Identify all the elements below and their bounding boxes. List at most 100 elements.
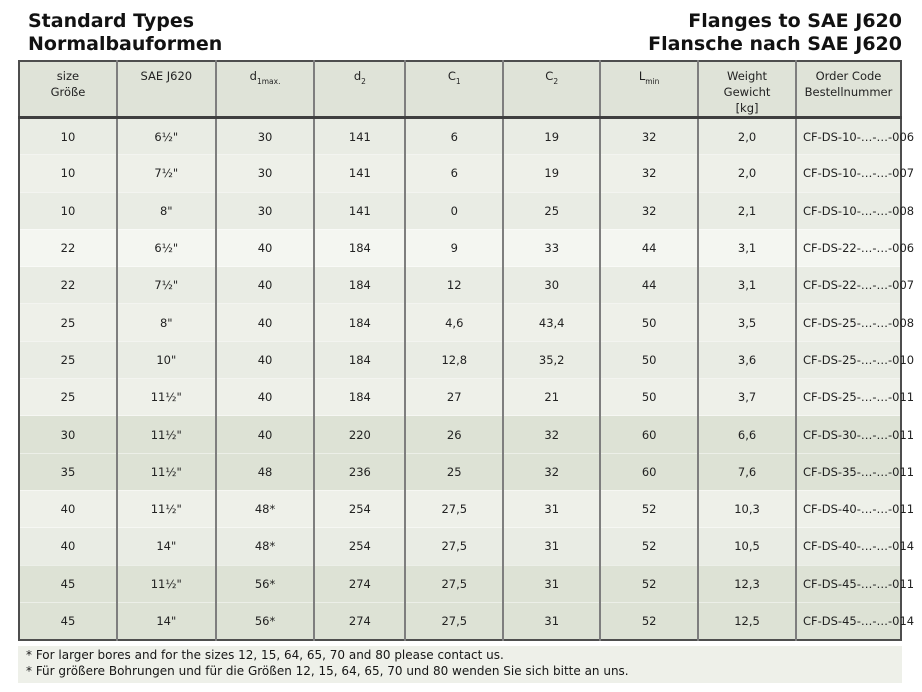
cell-c1: 4,6 xyxy=(404,303,504,342)
cell-order-code: CF-DS-35-…-…-011 xyxy=(794,452,914,491)
cell-lmin: 44 xyxy=(599,228,699,267)
cell-weight: 3,7 xyxy=(697,378,796,416)
col-header-d2-base: d xyxy=(353,69,362,83)
cell-weight: 6,6 xyxy=(697,415,796,454)
cell-c1: 0 xyxy=(404,191,504,230)
cell-d2: 254 xyxy=(313,527,406,566)
title-right: Flanges to SAE J620 Flansche nach SAE J6… xyxy=(648,10,902,56)
cell-c2: 30 xyxy=(502,266,601,304)
cell-d1max: 40 xyxy=(214,228,315,267)
cell-c1: 27,5 xyxy=(404,601,504,640)
cell-c1: 27,5 xyxy=(404,489,504,528)
cell-lmin: 32 xyxy=(599,117,699,155)
cell-order-code: CF-DS-45-…-…-014 xyxy=(794,601,914,640)
cell-d2: 184 xyxy=(313,266,406,304)
col-header-weight-en: Weight xyxy=(727,69,768,83)
cell-sae: 11½" xyxy=(115,489,216,528)
cell-weight: 12,3 xyxy=(697,564,796,603)
cell-d2: 141 xyxy=(313,154,406,193)
cell-sae: 7½" xyxy=(115,154,216,193)
col-header-c1: C1 xyxy=(404,61,504,119)
cell-d1max: 48 xyxy=(214,452,315,491)
cell-size: 25 xyxy=(19,303,117,342)
cell-sae: 8" xyxy=(115,303,216,342)
cell-size: 10 xyxy=(19,117,117,155)
cell-c2: 31 xyxy=(502,489,601,528)
table-row: 10 8" 30 141 0 25 32 2,1 CF-DS-10-…-…-00… xyxy=(19,191,914,230)
cell-size: 10 xyxy=(19,191,117,230)
cell-size: 10 xyxy=(19,154,117,193)
footnote-en: * For larger bores and for the sizes 12,… xyxy=(26,648,504,662)
page-header: Standard Types Normalbauformen Flanges t… xyxy=(28,10,902,56)
cell-order-code: CF-DS-30-…-…-011 xyxy=(794,415,914,454)
cell-order-code: CF-DS-10-…-…-008 xyxy=(794,191,914,230)
table-row: 10 6½" 30 141 6 19 32 2,0 CF-DS-10-…-…-0… xyxy=(19,117,914,155)
cell-weight: 3,1 xyxy=(697,266,796,304)
table-row: 22 6½" 40 184 9 33 44 3,1 CF-DS-22-…-…-0… xyxy=(19,228,914,267)
col-header-weight-de: Gewicht xyxy=(723,85,771,99)
title-de: Normalbauformen xyxy=(28,33,223,55)
col-header-lmin-sub: min xyxy=(645,77,660,86)
cell-weight: 2,0 xyxy=(697,154,796,193)
cell-weight: 10,3 xyxy=(697,489,796,528)
cell-weight: 10,5 xyxy=(697,527,796,566)
col-header-size-de: Größe xyxy=(50,85,86,99)
cell-d1max: 48* xyxy=(214,489,315,528)
cell-c1: 25 xyxy=(404,452,504,491)
footnotes: * For larger bores and for the sizes 12,… xyxy=(18,646,902,683)
cell-size: 40 xyxy=(19,489,117,528)
col-header-size: size Größe xyxy=(19,61,117,119)
cell-sae: 11½" xyxy=(115,452,216,491)
subtitle-en: Flanges to SAE J620 xyxy=(688,10,902,32)
cell-d1max: 30 xyxy=(214,154,315,193)
col-header-d2: d2 xyxy=(313,61,406,119)
table-row: 25 11½" 40 184 27 21 50 3,7 CF-DS-25-…-…… xyxy=(19,378,914,416)
cell-lmin: 50 xyxy=(599,303,699,342)
cell-c2: 31 xyxy=(502,527,601,566)
cell-sae: 8" xyxy=(115,191,216,230)
cell-d2: 236 xyxy=(313,452,406,491)
cell-size: 40 xyxy=(19,527,117,566)
table-header: size Größe SAE J620 d1max. d2 C1 C2 Lmin xyxy=(19,61,901,119)
flange-spec-table: size Größe SAE J620 d1max. d2 C1 C2 Lmin xyxy=(18,60,914,641)
col-header-lmin: Lmin xyxy=(599,61,699,119)
col-header-sae: SAE J620 xyxy=(115,61,216,119)
table-row: 22 7½" 40 184 12 30 44 3,1 CF-DS-22-…-…-… xyxy=(19,266,914,304)
cell-sae: 10" xyxy=(115,340,216,379)
cell-c1: 6 xyxy=(404,154,504,193)
cell-d2: 184 xyxy=(313,303,406,342)
cell-sae: 14" xyxy=(115,527,216,566)
cell-order-code: CF-DS-22-…-…-007 xyxy=(794,266,914,304)
cell-size: 45 xyxy=(19,601,117,640)
cell-d2: 141 xyxy=(313,191,406,230)
col-header-c1-base: C xyxy=(447,69,456,83)
cell-order-code: CF-DS-25-…-…-010 xyxy=(794,340,914,379)
cell-weight: 7,6 xyxy=(697,452,796,491)
table-row: 45 14" 56* 274 27,5 31 52 12,5 CF-DS-45-… xyxy=(19,601,914,640)
header-row: size Größe SAE J620 d1max. d2 C1 C2 Lmin xyxy=(19,61,901,119)
cell-c1: 27,5 xyxy=(404,527,504,566)
cell-weight: 3,1 xyxy=(697,228,796,267)
col-header-d1max: d1max. xyxy=(214,61,315,119)
cell-c1: 9 xyxy=(404,228,504,267)
col-header-c1-sub: 1 xyxy=(455,77,461,86)
cell-order-code: CF-DS-25-…-…-008 xyxy=(794,303,914,342)
cell-c1: 6 xyxy=(404,117,504,155)
cell-sae: 11½" xyxy=(115,415,216,454)
cell-lmin: 60 xyxy=(599,415,699,454)
cell-sae: 6½" xyxy=(115,228,216,267)
col-header-c2: C2 xyxy=(502,61,601,119)
cell-c2: 31 xyxy=(502,601,601,640)
cell-order-code: CF-DS-10-…-…-006 xyxy=(794,117,914,155)
cell-order-code: CF-DS-22-…-…-006 xyxy=(794,228,914,267)
cell-order-code: CF-DS-45-…-…-011 xyxy=(794,564,914,603)
cell-order-code: CF-DS-40-…-…-011 xyxy=(794,489,914,528)
subtitle-de: Flansche nach SAE J620 xyxy=(648,33,902,55)
cell-weight: 3,6 xyxy=(697,340,796,379)
cell-lmin: 60 xyxy=(599,452,699,491)
cell-lmin: 52 xyxy=(599,601,699,640)
cell-c2: 32 xyxy=(502,452,601,491)
cell-order-code: CF-DS-40-…-…-014 xyxy=(794,527,914,566)
title-en: Standard Types xyxy=(28,10,195,32)
footnote-de: * Für größere Bohrungen und für die Größ… xyxy=(26,663,629,678)
